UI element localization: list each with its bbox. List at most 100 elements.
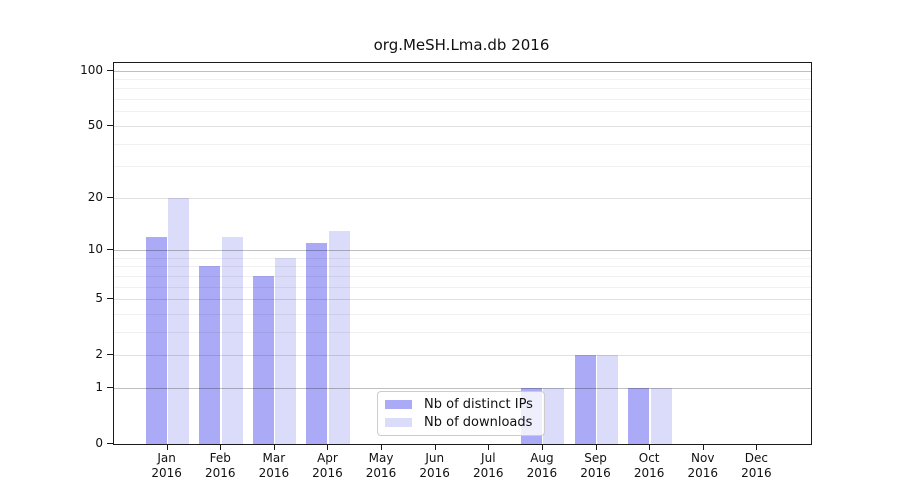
y-tick-0 [107,443,113,444]
y-tick-10 [107,249,113,250]
x-tick-label-year: 2016 [687,466,719,480]
bar-downloads-sep [597,355,619,444]
legend-label-distinct-ips: Nb of distinct IPs [424,397,533,412]
x-tick-label-apr: Apr 2016 [300,451,354,481]
x-tick-label-year: 2016 [741,466,772,480]
y-tick-label-2: 2 [95,347,103,362]
x-tick-feb [220,444,222,450]
y-tick-label-10: 10 [87,242,103,256]
legend-item-distinct-ips: Nb of distinct IPs [385,397,537,412]
x-tick-label-year: 2016 [312,466,343,480]
gridline-3 [114,331,811,333]
legend-label-downloads: Nb of downloads [424,415,533,430]
x-tick-label-month: Feb [209,451,231,465]
x-tick-label-jan: Jan 2016 [140,451,194,481]
gridline-20 [114,197,811,199]
bar-distinct-ips-feb [199,266,221,444]
x-tick-label-dec: Dec 2016 [729,451,783,481]
x-tick-sep [595,444,597,450]
gridline-10 [114,250,811,251]
x-tick-label-month: Jun [425,451,445,465]
bar-downloads-mar [275,257,297,444]
x-tick-label-month: Mar [262,451,286,465]
legend-swatch-distinct-ips [385,400,412,409]
y-tick-label-5: 5 [95,291,103,306]
x-tick-label-month: Oct [638,451,660,465]
gridline-1 [114,387,811,389]
x-tick-label-mar: Mar 2016 [247,451,301,481]
y-tick-label-50: 50 [87,117,103,132]
bar-downloads-aug [543,387,565,444]
y-tick-100 [107,69,113,71]
gridline-90 [114,79,811,81]
gridline-7 [114,275,811,277]
bar-downloads-feb [221,236,243,444]
y-tick-2 [107,354,113,356]
x-tick-label-month: Dec [744,451,768,465]
y-tick-20 [107,196,113,198]
x-tick-label-month: Apr [317,451,338,465]
y-tick-label-100: 100 [80,62,103,77]
x-tick-may [381,444,383,450]
gridline-5 [114,299,811,301]
x-tick-label-year: 2016 [473,466,504,480]
y-tick-label-0: 0 [95,436,103,450]
gridline-8 [114,266,811,268]
y-tick-5 [107,298,113,300]
x-tick-label-nov: Nov 2016 [676,451,730,481]
bar-distinct-ips-sep [574,355,596,444]
gridline-40 [114,143,811,145]
x-tick-jul [488,444,490,450]
legend-swatch-downloads [385,418,412,427]
bar-downloads-jan [168,197,190,444]
x-tick-label-oct: Oct 2016 [622,451,676,481]
legend: Nb of distinct IPs Nb of downloads [377,391,545,436]
gridline-30 [114,166,811,168]
x-tick-label-year: 2016 [419,466,450,480]
bar-downloads-apr [328,230,350,444]
x-tick-label-month: Sep [584,451,607,465]
gridline-80 [114,88,811,90]
x-tick-jan [166,444,168,450]
x-tick-label-month: Jul [481,451,496,465]
x-tick-oct [649,444,651,450]
bar-distinct-ips-apr [306,242,328,444]
bar-distinct-ips-oct [628,387,650,444]
x-tick-jun [434,444,436,450]
y-tick-50 [107,124,113,126]
gridline-9 [114,257,811,259]
bar-distinct-ips-mar [252,275,274,444]
x-tick-nov [702,444,704,450]
y-tick-1 [107,386,113,388]
x-tick-label-jul: Jul 2016 [461,451,515,481]
gridline-70 [114,99,811,101]
x-tick-label-month: Nov [691,451,715,465]
x-tick-apr [327,444,329,450]
gridline-60 [114,111,811,113]
x-tick-label-month: May [368,451,394,465]
x-tick-label-year: 2016 [526,466,558,480]
x-tick-mar [273,444,275,450]
x-tick-label-feb: Feb 2016 [193,451,247,481]
x-tick-label-month: Jan [157,451,176,465]
gridline-4 [114,313,811,315]
x-tick-label-month: Aug [530,451,554,465]
gridline-2 [114,355,811,357]
bar-downloads-oct [650,387,672,444]
x-tick-dec [756,444,758,450]
chart-title: org.MeSH.Lma.db 2016 [373,36,550,54]
legend-item-downloads: Nb of downloads [385,415,537,430]
x-tick-label-year: 2016 [204,466,236,480]
x-tick-aug [541,444,543,450]
x-tick-label-sep: Sep 2016 [569,451,623,481]
gridline-50 [114,125,811,127]
x-tick-label-year: 2016 [633,466,665,480]
x-tick-label-may: May 2016 [354,451,408,481]
plot-area [113,62,812,445]
y-tick-label-1: 1 [95,379,103,394]
x-tick-label-year: 2016 [258,466,290,480]
bar-distinct-ips-jan [145,236,167,444]
x-tick-label-year: 2016 [151,466,182,480]
x-tick-label-year: 2016 [365,466,397,480]
